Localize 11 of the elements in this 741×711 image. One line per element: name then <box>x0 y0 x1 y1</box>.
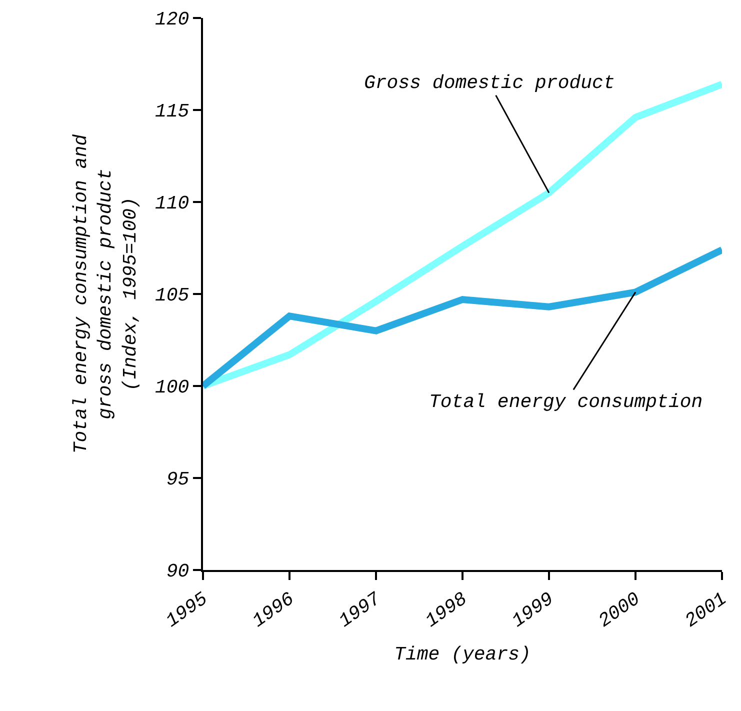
y-tick-label: 90 <box>166 560 190 583</box>
y-tick-label: 95 <box>166 468 190 491</box>
y-axis-title: Total energy consumption and gross domestic product (Index, 1995=100) <box>70 134 142 454</box>
series-label: Gross domestic product <box>364 72 615 94</box>
y-tick-label: 110 <box>154 192 190 215</box>
y-tick-label: 120 <box>154 8 190 31</box>
text: Total energy consumption <box>429 391 703 413</box>
y-tick-label: 100 <box>154 376 190 399</box>
y-tick-label: 105 <box>154 284 190 307</box>
x-axis-title: Time (years) <box>394 643 531 666</box>
y-tick-label: 115 <box>154 100 190 123</box>
